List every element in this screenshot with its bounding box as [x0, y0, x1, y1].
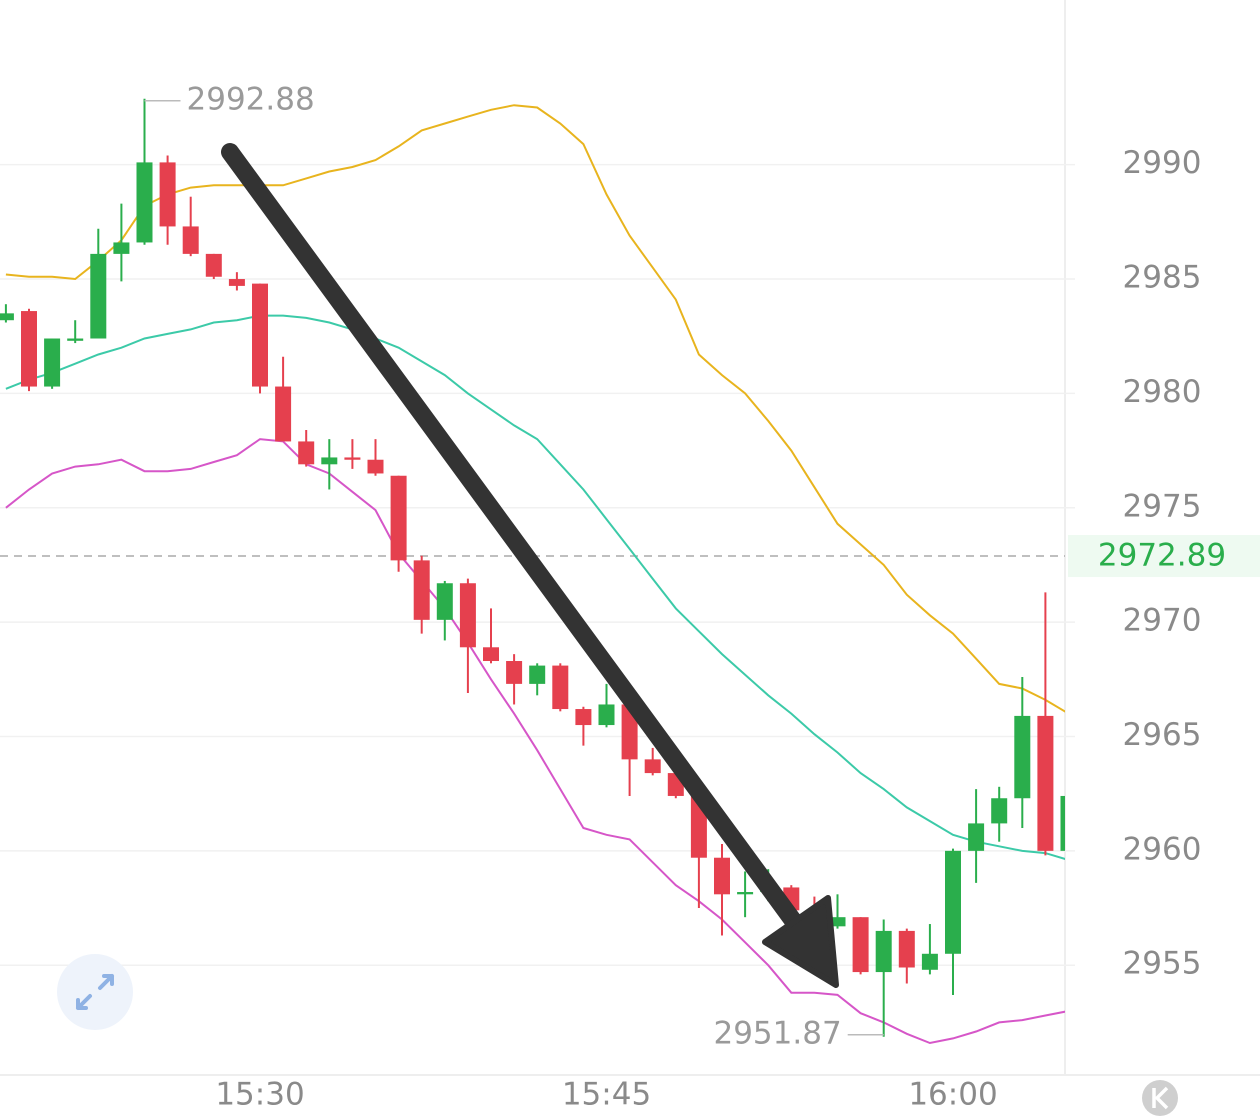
candle-body	[21, 311, 37, 387]
candle-body	[67, 338, 84, 341]
candle-body	[991, 798, 1008, 824]
candle-body	[529, 665, 546, 684]
y-tick-label: 2970	[1123, 603, 1202, 639]
band-line	[5, 314, 1065, 860]
y-tick-label: 2955	[1123, 946, 1202, 982]
candle-body	[298, 441, 315, 465]
candle-body	[1060, 795, 1065, 851]
band-line	[5, 104, 1065, 713]
candle-body	[829, 917, 846, 927]
expand-button[interactable]	[57, 954, 133, 1030]
candle-body	[852, 917, 869, 973]
x-tick-label: 16:00	[908, 1077, 997, 1113]
candle-body	[113, 242, 130, 254]
candle-body	[1037, 715, 1054, 851]
candle-body	[436, 583, 453, 620]
x-tick-label: 15:30	[215, 1077, 304, 1113]
candle-body	[1014, 715, 1031, 799]
candle-body	[182, 226, 199, 254]
min-label: 2951.87	[713, 1015, 841, 1051]
candle-body	[321, 457, 338, 465]
candle-body	[552, 665, 569, 710]
candle-body	[621, 704, 638, 760]
y-tick-label: 2985	[1123, 260, 1202, 296]
candle-body	[737, 892, 754, 895]
x-tick-label: 15:45	[562, 1077, 651, 1113]
y-tick-label: 2975	[1123, 488, 1202, 524]
candle-body	[136, 162, 153, 243]
y-tick-label: 2990	[1123, 145, 1202, 181]
last-price-bg	[1068, 535, 1260, 578]
labels: 2955 2960 2965 2970 2975 2980 2985 2990 15:30 15:…	[144, 81, 1260, 1113]
candle-body	[413, 560, 430, 620]
candle-body	[275, 386, 292, 442]
candles	[0, 98, 1065, 1037]
candle-body	[575, 709, 592, 726]
candle-body	[644, 759, 661, 774]
candle-body	[506, 661, 523, 684]
candle-body	[483, 647, 499, 662]
candle-body	[921, 953, 938, 970]
candle-body	[390, 475, 407, 561]
candle-body	[459, 583, 476, 648]
candle-body	[714, 857, 730, 895]
candle-body	[159, 162, 176, 227]
y-tick-label: 2965	[1123, 717, 1202, 753]
candle-body	[0, 313, 14, 321]
band-line	[5, 438, 1065, 1045]
last-price-label: 2972.89	[1098, 538, 1226, 574]
candle-body	[898, 930, 915, 968]
candle-body	[90, 253, 107, 339]
candle-body	[968, 823, 985, 851]
candle-body	[252, 283, 268, 387]
candle-body	[344, 457, 361, 460]
candle-body	[875, 930, 892, 973]
y-tick-label: 2980	[1123, 374, 1202, 410]
candle-body	[205, 253, 222, 277]
y-tick-label: 2960	[1123, 831, 1202, 867]
max-label: 2992.88	[187, 81, 315, 117]
candle-body	[945, 850, 961, 954]
bands	[5, 104, 1065, 1045]
k-button[interactable]	[1142, 1080, 1178, 1116]
candle-body	[598, 704, 615, 726]
trend-arrow	[221, 143, 839, 988]
candle-body	[367, 459, 384, 474]
candle-body	[228, 279, 245, 286]
candle-body	[44, 338, 61, 387]
